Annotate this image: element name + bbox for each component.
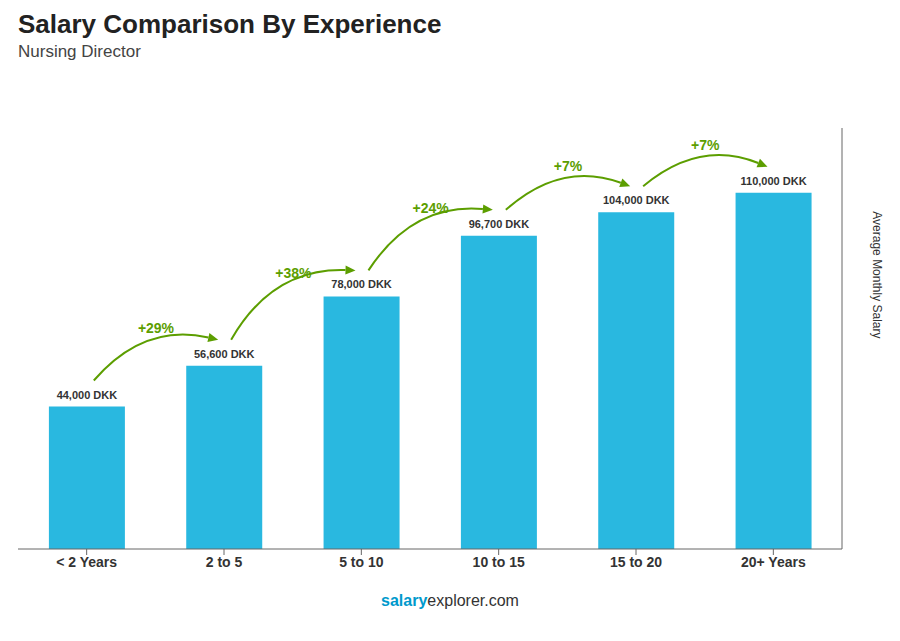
svg-text:96,700 DKK: 96,700 DKK (469, 218, 530, 230)
svg-text:+24%: +24% (413, 200, 450, 216)
svg-text:Average Monthly Salary: Average Monthly Salary (870, 211, 884, 338)
svg-text:+7%: +7% (691, 137, 720, 153)
html-text:Nursing Director: Nursing Director (18, 42, 141, 61)
svg-text:< 2 Years: < 2 Years (56, 554, 117, 570)
html-text:Salary Comparison By Experienc: Salary Comparison By Experience (18, 9, 442, 39)
svg-text:56,600 DKK: 56,600 DKK (194, 348, 255, 360)
svg-text:10 to 15: 10 to 15 (473, 554, 525, 570)
svg-text:110,000 DKK: 110,000 DKK (741, 175, 807, 187)
svg-text:+29%: +29% (138, 320, 175, 336)
html-text:salary explorer.com: salary explorer.com (381, 592, 519, 609)
svg-text:15 to 20: 15 to 20 (610, 554, 662, 570)
svg-text:44,000 DKK: 44,000 DKK (57, 389, 118, 401)
svg-text:2 to 5: 2 to 5 (206, 554, 243, 570)
svg-text:104,000 DKK: 104,000 DKK (603, 194, 670, 206)
svg-text:78,000 DKK: 78,000 DKK (331, 278, 392, 290)
svg-text:+7%: +7% (554, 158, 583, 174)
svg-text:20+ Years: 20+ Years (741, 554, 806, 570)
svg-text:5 to 10: 5 to 10 (339, 554, 384, 570)
svg-text:+38%: +38% (275, 265, 312, 281)
